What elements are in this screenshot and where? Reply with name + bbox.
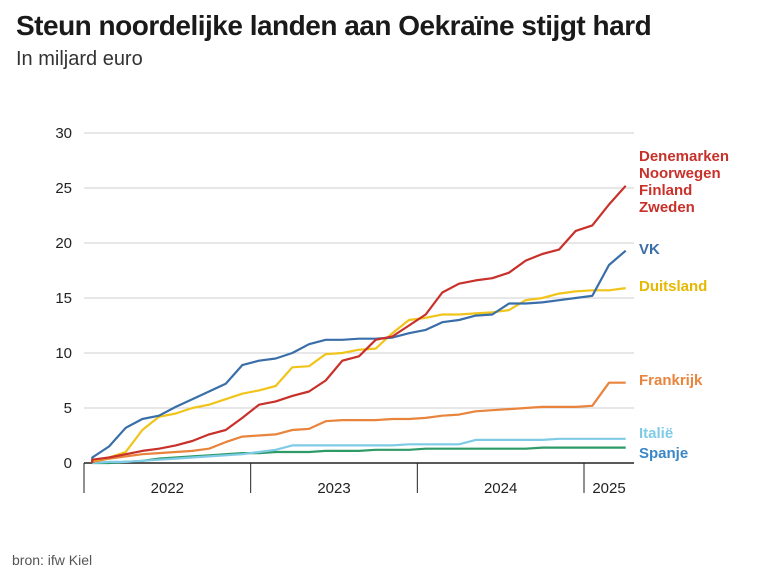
series-label: Noorwegen bbox=[639, 165, 721, 182]
series-label: Italië bbox=[639, 425, 673, 442]
y-tick-label: 10 bbox=[55, 345, 72, 362]
series-label: Zweden bbox=[639, 199, 695, 216]
series-line bbox=[92, 437, 626, 465]
x-tick-label: 2023 bbox=[317, 480, 350, 497]
series-label: Denemarken bbox=[639, 148, 729, 165]
series-label: VK bbox=[639, 241, 660, 258]
y-tick-label: 15 bbox=[55, 290, 72, 307]
series-label: Duitsland bbox=[639, 278, 707, 295]
y-tick-label: 25 bbox=[55, 180, 72, 197]
series-label: Finland bbox=[639, 182, 692, 199]
series-line bbox=[91, 185, 627, 463]
chart-title: Steun noordelijke landen aan Oekraïne st… bbox=[16, 10, 652, 41]
series-line bbox=[91, 249, 627, 463]
y-tick-label: 20 bbox=[55, 235, 72, 252]
chart-subtitle: In miljard euro bbox=[16, 48, 143, 70]
x-tick-label: 2022 bbox=[151, 480, 184, 497]
x-tick-label: 2025 bbox=[592, 480, 625, 497]
y-tick-label: 0 bbox=[64, 455, 72, 472]
series-label: Frankrijk bbox=[639, 372, 703, 389]
series-line bbox=[91, 381, 626, 463]
series-line bbox=[92, 446, 626, 465]
series-label: Spanje bbox=[639, 445, 688, 462]
series-line bbox=[91, 287, 626, 463]
y-tick-label: 5 bbox=[64, 400, 72, 417]
y-tick-label: 30 bbox=[55, 125, 72, 142]
source-note: bron: ifw Kiel bbox=[12, 552, 93, 568]
x-tick-label: 2024 bbox=[484, 480, 517, 497]
